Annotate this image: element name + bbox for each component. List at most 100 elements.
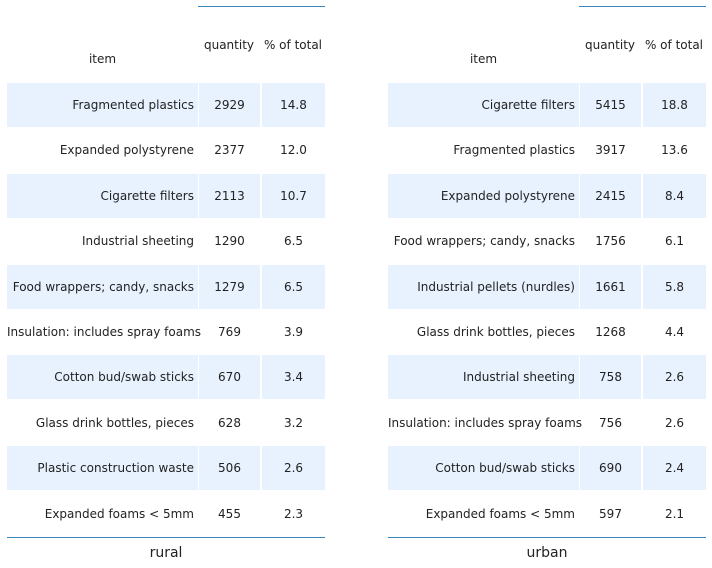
footer-rule bbox=[7, 537, 325, 538]
cell-item: Food wrappers; candy, snacks bbox=[7, 264, 198, 309]
cell-quantity: 506 bbox=[199, 446, 260, 491]
table-row: Insulation: includes spray foams 769 3.9 bbox=[7, 310, 325, 355]
cell-quantity: 3917 bbox=[595, 143, 626, 158]
cell-percent: 3.9 bbox=[283, 324, 304, 339]
cell-quantity: 2415 bbox=[580, 173, 641, 218]
cell-percent: 4.4 bbox=[664, 324, 685, 339]
table-body: Fragmented plastics 2929 14.8 Expanded poly… bbox=[7, 83, 325, 537]
cell-item-label: Plastic construction waste bbox=[37, 461, 194, 476]
cell-quantity: 597 bbox=[599, 506, 622, 521]
cell-item-label: Insulation: includes spray foams bbox=[388, 415, 583, 430]
table-title: urban bbox=[526, 545, 568, 561]
cell-quantity: 1756 bbox=[595, 234, 626, 249]
cell-percent: 3.2 bbox=[283, 415, 304, 430]
rural-table: item quantity % of total Fragmented plas… bbox=[7, 0, 327, 568]
cell-item: Cigarette filters bbox=[7, 173, 198, 218]
table-row: Industrial pellets (nurdles) 1661 5.8 bbox=[388, 264, 706, 310]
table-row: Glass drink bottles, pieces 1268 4.4 bbox=[388, 310, 706, 355]
cell-percent: 8.4 bbox=[643, 173, 706, 218]
header-rule bbox=[198, 6, 325, 7]
cell-percent: 2.3 bbox=[283, 506, 304, 521]
cell-item-label: Industrial sheeting bbox=[82, 234, 194, 249]
cell-quantity: 2113 bbox=[199, 173, 260, 218]
header-rule bbox=[579, 6, 706, 7]
cell-item-label: Expanded polystyrene bbox=[59, 143, 194, 158]
cell-quantity: 1290 bbox=[214, 234, 245, 249]
cell-item: Expanded foams < 5mm bbox=[388, 492, 579, 536]
cell-item-label: Cotton bud/swab sticks bbox=[54, 370, 194, 385]
table-row: Industrial sheeting 1290 6.5 bbox=[7, 219, 325, 264]
cell-item: Glass drink bottles, pieces bbox=[388, 310, 579, 354]
column-header-quantity: quantity bbox=[584, 38, 636, 52]
cell-item-label: Insulation: includes spray foams bbox=[7, 324, 202, 339]
cell-quantity: 455 bbox=[218, 506, 241, 521]
table-row: Cotton bud/swab sticks 690 2.4 bbox=[388, 446, 706, 491]
cell-item-label: Expanded polystyrene bbox=[440, 188, 575, 203]
cell-item: Expanded polystyrene bbox=[7, 128, 198, 172]
cell-quantity: 769 bbox=[218, 324, 241, 339]
cell-item: Cotton bud/swab sticks bbox=[7, 355, 198, 400]
urban-table: item quantity % of total Cigarette filte… bbox=[388, 0, 708, 568]
cell-item: Industrial sheeting bbox=[7, 219, 198, 263]
table-row: Fragmented plastics 3917 13.6 bbox=[388, 128, 706, 173]
table-body: Cigarette filters 5415 18.8 Fragmented plas… bbox=[388, 83, 706, 537]
cell-quantity: 1661 bbox=[580, 264, 641, 309]
column-header-quantity: quantity bbox=[203, 38, 255, 52]
cell-item: Industrial sheeting bbox=[388, 355, 579, 400]
table-row: Cigarette filters 2113 10.7 bbox=[7, 173, 325, 219]
table-row: Cotton bud/swab sticks 670 3.4 bbox=[7, 355, 325, 400]
cell-item: Glass drink bottles, pieces bbox=[7, 401, 198, 445]
cell-percent: 2.6 bbox=[262, 446, 325, 491]
cell-item-label: Glass drink bottles, pieces bbox=[416, 324, 575, 339]
cell-item-label: Industrial pellets (nurdles) bbox=[417, 279, 575, 294]
cell-item-label: Food wrappers; candy, snacks bbox=[12, 279, 194, 294]
cell-percent: 2.1 bbox=[664, 506, 685, 521]
cell-percent: 6.5 bbox=[283, 234, 304, 249]
cell-item: Cigarette filters bbox=[388, 83, 579, 127]
cell-quantity: 670 bbox=[199, 355, 260, 400]
column-header-percent: % of total bbox=[644, 38, 704, 52]
cell-quantity: 5415 bbox=[580, 83, 641, 127]
cell-item: Fragmented plastics bbox=[388, 128, 579, 172]
cell-percent: 2.6 bbox=[643, 355, 706, 400]
cell-quantity: 1279 bbox=[199, 264, 260, 309]
cell-quantity: 2929 bbox=[199, 83, 260, 127]
cell-percent: 6.5 bbox=[262, 264, 325, 309]
table-title: rural bbox=[149, 545, 183, 561]
table-row: Industrial sheeting 758 2.6 bbox=[388, 355, 706, 400]
table-row: Cigarette filters 5415 18.8 bbox=[388, 83, 706, 128]
cell-percent: 5.8 bbox=[643, 264, 706, 309]
table-row: Food wrappers; candy, snacks 1279 6.5 bbox=[7, 264, 325, 310]
table-row: Expanded foams < 5mm 597 2.1 bbox=[388, 492, 706, 537]
cell-item: Plastic construction waste bbox=[7, 446, 198, 491]
cell-quantity: 756 bbox=[599, 415, 622, 430]
table-row: Food wrappers; candy, snacks 1756 6.1 bbox=[388, 219, 706, 264]
cell-item-label: Fragmented plastics bbox=[453, 143, 575, 158]
cell-item-label: Cigarette filters bbox=[481, 98, 575, 112]
cell-item: Expanded polystyrene bbox=[388, 173, 579, 218]
table-row: Expanded foams < 5mm 455 2.3 bbox=[7, 492, 325, 537]
cell-quantity: 1268 bbox=[595, 324, 626, 339]
cell-item: Expanded foams < 5mm bbox=[7, 492, 198, 536]
cell-quantity: 628 bbox=[218, 415, 241, 430]
cell-item: Cotton bud/swab sticks bbox=[388, 446, 579, 491]
table-row: Expanded polystyrene 2377 12.0 bbox=[7, 128, 325, 173]
table-row: Glass drink bottles, pieces 628 3.2 bbox=[7, 401, 325, 446]
cell-item-label: Industrial sheeting bbox=[463, 370, 575, 385]
cell-percent: 2.4 bbox=[643, 446, 706, 491]
cell-item: Industrial pellets (nurdles) bbox=[388, 264, 579, 309]
cell-quantity: 758 bbox=[580, 355, 641, 400]
cell-percent: 10.7 bbox=[262, 173, 325, 218]
cell-item-label: Expanded foams < 5mm bbox=[44, 506, 194, 521]
column-header-percent: % of total bbox=[263, 38, 323, 52]
cell-item-label: Cotton bud/swab sticks bbox=[435, 461, 575, 476]
column-header-item: item bbox=[88, 52, 117, 66]
cell-item: Insulation: includes spray foams bbox=[388, 401, 582, 445]
cell-item-label: Food wrappers; candy, snacks bbox=[393, 234, 575, 249]
cell-percent: 14.8 bbox=[262, 83, 325, 127]
cell-quantity: 2377 bbox=[214, 143, 245, 158]
column-header-item: item bbox=[469, 52, 498, 66]
table-row: Insulation: includes spray foams 756 2.6 bbox=[388, 401, 706, 446]
cell-item-label: Expanded foams < 5mm bbox=[425, 506, 575, 521]
table-row: Plastic construction waste 506 2.6 bbox=[7, 446, 325, 491]
